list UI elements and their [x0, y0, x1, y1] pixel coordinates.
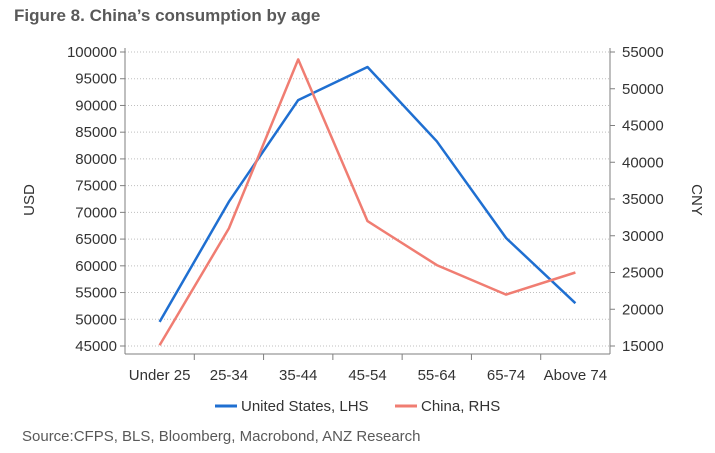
right-tick-label: 40000	[622, 154, 664, 171]
left-tick-label: 90000	[75, 97, 117, 114]
x-tick-label: 65-74	[487, 367, 525, 384]
gridlines	[125, 51, 610, 347]
x-tick-label: 35-44	[279, 367, 317, 384]
left-tick-label: 80000	[75, 151, 117, 168]
source-note: Source:CFPS, BLS, Bloomberg, Macrobond, …	[22, 428, 421, 445]
left-tick-label: 75000	[75, 178, 117, 195]
y-axis-label-left: USD	[21, 184, 38, 216]
right-axis-ticks: 55000 50000 45000 40000 35000 30000 25000 20000…	[610, 44, 664, 355]
left-tick-label: 95000	[75, 71, 117, 88]
right-tick-label: 45000	[622, 118, 664, 135]
x-tick-label: Above 74	[544, 367, 607, 384]
left-tick-label: 50000	[75, 311, 117, 328]
left-tick-label: 85000	[75, 124, 117, 141]
axes	[124, 48, 611, 355]
x-tick-label: 55-64	[418, 367, 456, 384]
right-tick-label: 35000	[622, 191, 664, 208]
right-tick-label: 50000	[622, 81, 664, 98]
legend-label: China, RHS	[421, 398, 500, 415]
series-lines	[158, 58, 577, 346]
series-line-united-states-lhs	[158, 65, 577, 323]
legend-label: United States, LHS	[241, 398, 369, 415]
x-tick-label: 25-34	[210, 367, 248, 384]
right-tick-label: 20000	[622, 301, 664, 318]
right-tick-label: 55000	[622, 44, 664, 61]
right-tick-label: 30000	[622, 228, 664, 245]
y-axis-label-right: CNY	[688, 184, 705, 216]
left-tick-label: 65000	[75, 231, 117, 248]
right-tick-label: 15000	[622, 338, 664, 355]
legend: United States, LHS China, RHS	[215, 398, 500, 415]
series-line-china-rhs	[158, 58, 576, 346]
figure-title: Figure 8. China’s consumption by age	[14, 6, 321, 25]
x-tick-label: 45-54	[348, 367, 386, 384]
left-tick-label: 70000	[75, 204, 117, 221]
left-tick-label: 45000	[75, 338, 117, 355]
left-axis-ticks: 100000 95000 90000 85000 80000 75000 70000 6500…	[67, 44, 125, 355]
left-tick-label: 55000	[75, 285, 117, 302]
x-axis-ticks: Under 25 25-34 35-44 45-54 55-64 65-74 Above 7…	[129, 354, 607, 384]
right-tick-label: 25000	[622, 265, 664, 282]
x-tick-label: Under 25	[129, 367, 191, 384]
left-tick-label: 100000	[67, 44, 117, 61]
left-tick-label: 60000	[75, 258, 117, 275]
